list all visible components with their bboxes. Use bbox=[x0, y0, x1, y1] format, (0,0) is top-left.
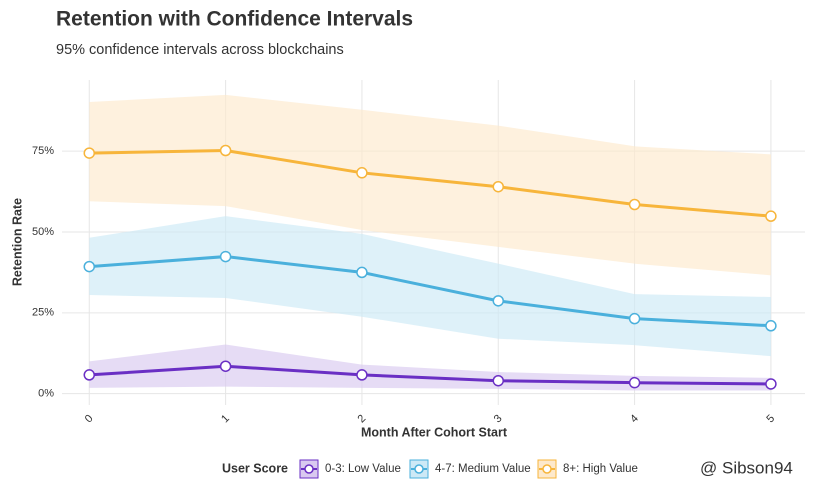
x-tick-label: 5 bbox=[764, 413, 777, 426]
data-point bbox=[356, 369, 368, 381]
data-point bbox=[356, 167, 368, 179]
data-point bbox=[356, 266, 368, 279]
legend-key-point bbox=[304, 464, 314, 474]
legend-label: 4-7: Medium Value bbox=[435, 463, 531, 475]
y-tick-label: 0% bbox=[38, 388, 54, 400]
chart-subtitle: 95% confidence intervals across blockcha… bbox=[56, 42, 344, 58]
x-tick-label: 1 bbox=[219, 413, 232, 426]
legend-label: 8+: High Value bbox=[563, 463, 638, 475]
data-point bbox=[219, 144, 232, 157]
x-tick-label: 0 bbox=[83, 413, 96, 426]
legend-key-point bbox=[542, 464, 552, 474]
data-point bbox=[765, 320, 777, 332]
data-point bbox=[628, 198, 641, 211]
data-point bbox=[628, 376, 641, 389]
data-point bbox=[628, 312, 641, 325]
series-line bbox=[89, 148, 772, 218]
y-tick-label: 50% bbox=[32, 226, 54, 238]
y-tick-label: 25% bbox=[32, 307, 54, 319]
watermark: @ Sibson94 bbox=[700, 458, 793, 477]
data-point bbox=[83, 369, 96, 381]
chart-title: Retention with Confidence Intervals bbox=[56, 8, 413, 31]
data-point bbox=[83, 260, 96, 273]
series-line bbox=[89, 364, 771, 386]
y-tick-label: 75% bbox=[32, 145, 54, 157]
y-axis-label: Retention Rate bbox=[10, 198, 24, 286]
x-tick-label: 2 bbox=[355, 413, 368, 426]
x-tick-label: 3 bbox=[492, 413, 505, 426]
confidence-band bbox=[89, 344, 771, 391]
legend-label: 0-3: Low Value bbox=[325, 463, 401, 475]
data-point bbox=[492, 374, 505, 387]
data-point bbox=[83, 147, 96, 159]
data-point bbox=[765, 378, 777, 390]
confidence-band bbox=[89, 94, 771, 276]
x-axis-label: Month After Cohort Start bbox=[361, 425, 508, 439]
x-tick-label: 4 bbox=[628, 413, 641, 426]
legend: User Score 0-3: Low Value 4-7: Medium Valu… bbox=[222, 459, 638, 479]
legend-title: User Score bbox=[222, 461, 288, 475]
series-line bbox=[89, 255, 771, 328]
legend-key-point bbox=[414, 464, 424, 474]
data-point bbox=[492, 180, 505, 193]
data-point bbox=[219, 360, 232, 372]
data-point bbox=[765, 210, 777, 222]
data-point bbox=[492, 295, 505, 307]
data-point bbox=[219, 250, 232, 263]
